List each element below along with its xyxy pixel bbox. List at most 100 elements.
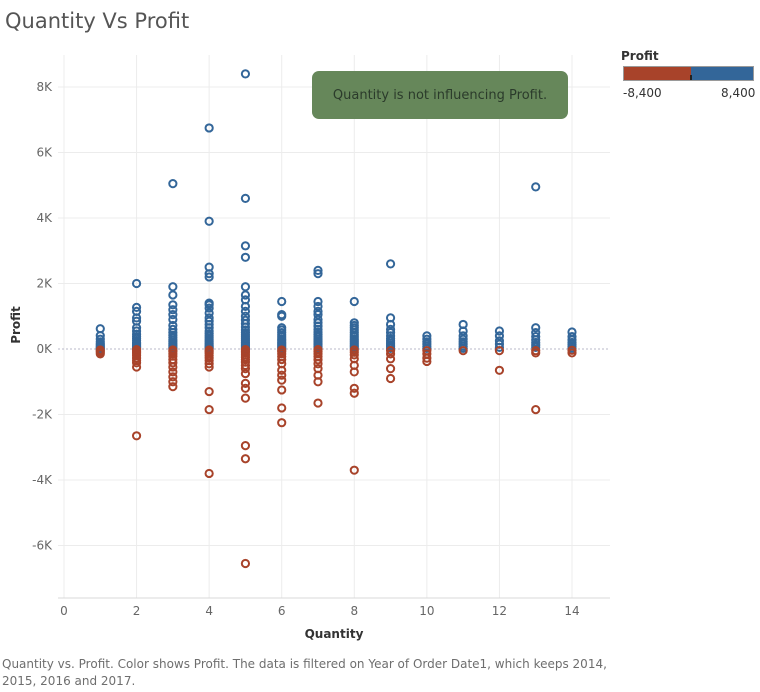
data-point[interactable] — [277, 418, 287, 428]
data-point[interactable] — [385, 259, 396, 269]
data-point[interactable] — [204, 269, 214, 279]
data-point[interactable] — [168, 179, 178, 189]
data-point[interactable] — [277, 403, 287, 413]
data-point[interactable] — [240, 454, 251, 464]
data-point[interactable] — [313, 377, 323, 387]
data-point[interactable] — [385, 373, 396, 384]
data-point[interactable] — [313, 359, 323, 369]
data-point[interactable] — [204, 386, 214, 397]
y-tick-label: -2K — [32, 408, 53, 422]
data-point[interactable] — [313, 355, 323, 365]
data-point[interactable] — [240, 193, 251, 203]
data-point[interactable] — [131, 358, 142, 368]
data-point[interactable] — [494, 346, 505, 356]
x-axis-ticks: 0 2 4 6 8 10 12 14 — [60, 604, 579, 618]
chart-title: Quantity Vs Profit — [5, 9, 190, 33]
data-point[interactable] — [349, 465, 359, 475]
data-point[interactable] — [313, 321, 323, 331]
data-point[interactable] — [385, 349, 396, 359]
y-axis-ticks: -6K -4K -2K 0K 2K 4K 6K 8K — [32, 80, 53, 553]
data-point[interactable] — [204, 404, 214, 415]
x-tick-label: 6 — [278, 604, 286, 618]
data-point[interactable] — [131, 302, 142, 313]
data-point[interactable] — [349, 383, 359, 393]
data-point[interactable] — [168, 290, 178, 300]
data-point[interactable] — [240, 252, 251, 262]
data-point[interactable] — [131, 278, 142, 289]
data-point[interactable] — [204, 362, 214, 372]
data-point[interactable] — [277, 375, 287, 385]
data-point[interactable] — [277, 385, 287, 395]
data-point[interactable] — [531, 323, 541, 333]
data-point[interactable] — [240, 558, 251, 569]
data-point[interactable] — [277, 354, 287, 365]
data-point[interactable] — [204, 216, 214, 226]
data-point[interactable] — [385, 354, 396, 364]
data-point[interactable] — [349, 296, 359, 307]
data-point[interactable] — [494, 365, 505, 375]
data-point[interactable] — [240, 290, 251, 300]
data-point[interactable] — [349, 388, 359, 398]
data-point[interactable] — [131, 431, 142, 441]
data-point[interactable] — [240, 282, 251, 292]
data-point[interactable] — [168, 310, 178, 320]
data-point[interactable] — [313, 265, 323, 275]
data-point[interactable] — [531, 348, 541, 358]
data-point[interactable] — [277, 311, 287, 321]
data-point[interactable] — [277, 296, 287, 307]
y-tick-label: -6K — [32, 539, 53, 553]
data-point[interactable] — [531, 182, 541, 192]
x-tick-label: 0 — [60, 604, 68, 618]
data-point[interactable] — [168, 358, 178, 368]
data-point[interactable] — [240, 301, 251, 312]
x-tick-label: 8 — [350, 604, 358, 618]
data-point[interactable] — [458, 346, 468, 356]
data-point[interactable] — [204, 359, 214, 369]
data-point[interactable] — [313, 296, 323, 307]
data-point[interactable] — [204, 272, 214, 282]
data-point[interactable] — [168, 282, 178, 292]
data-point[interactable] — [131, 313, 142, 323]
data-point[interactable] — [494, 326, 505, 336]
data-point[interactable] — [168, 314, 178, 325]
data-point[interactable] — [277, 370, 287, 380]
data-point[interactable] — [494, 342, 505, 352]
data-point[interactable] — [313, 269, 323, 279]
data-point[interactable] — [240, 393, 251, 403]
data-point[interactable] — [349, 350, 359, 360]
data-point[interactable] — [168, 372, 178, 382]
data-point[interactable] — [95, 349, 105, 359]
data-point[interactable] — [204, 303, 214, 313]
data-point[interactable] — [168, 377, 178, 387]
color-legend-bar[interactable] — [623, 66, 754, 81]
data-point[interactable] — [131, 362, 142, 372]
data-point[interactable] — [168, 305, 178, 315]
data-point[interactable] — [168, 300, 178, 310]
x-tick-label: 10 — [419, 604, 434, 618]
data-point[interactable] — [168, 382, 178, 392]
data-point[interactable] — [240, 306, 251, 316]
data-point[interactable] — [240, 378, 251, 388]
data-point[interactable] — [349, 367, 359, 377]
data-point[interactable] — [240, 69, 251, 79]
data-point[interactable] — [531, 404, 541, 415]
data-point[interactable] — [313, 398, 323, 408]
data-point[interactable] — [422, 353, 432, 363]
data-point[interactable] — [567, 348, 577, 358]
data-point[interactable] — [385, 364, 396, 374]
data-point[interactable] — [240, 441, 251, 451]
data-point[interactable] — [168, 367, 178, 377]
data-point[interactable] — [204, 123, 214, 133]
data-point[interactable] — [204, 468, 214, 479]
data-point[interactable] — [531, 342, 541, 352]
y-tick-label: 6K — [36, 146, 53, 160]
data-point[interactable] — [422, 356, 432, 367]
data-point[interactable] — [277, 365, 287, 375]
data-point[interactable] — [240, 364, 251, 374]
data-point[interactable] — [168, 362, 178, 372]
data-point[interactable] — [240, 383, 251, 393]
data-point[interactable] — [240, 368, 251, 379]
data-point[interactable] — [240, 241, 251, 251]
data-point[interactable] — [531, 331, 541, 342]
